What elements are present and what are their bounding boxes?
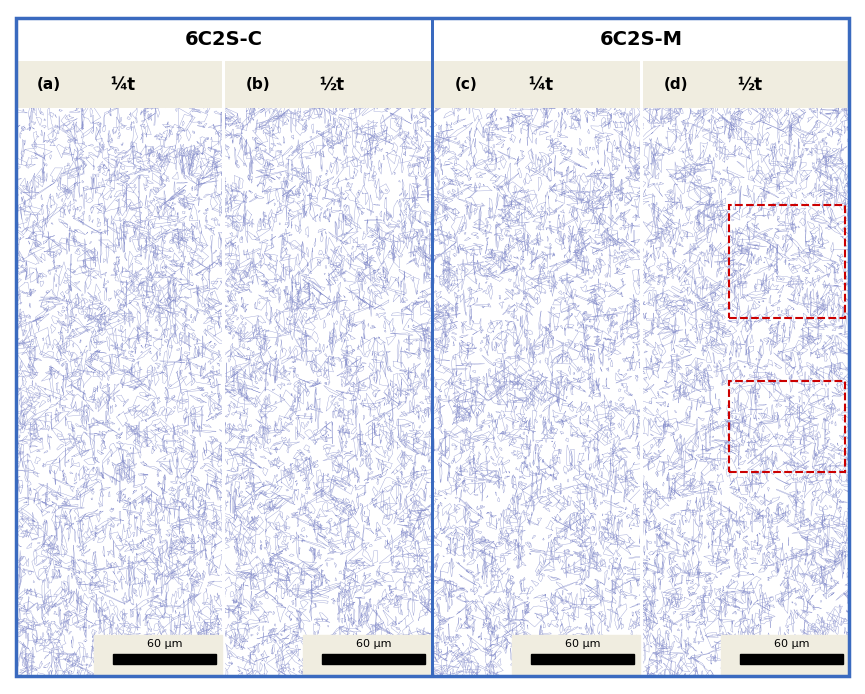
Text: 60 μm: 60 μm [774,639,810,650]
Bar [512,635,640,676]
Text: 60 μm: 60 μm [147,639,183,650]
Text: 6C2S-C: 6C2S-C [184,30,262,49]
Text: ¼t: ¼t [529,76,554,94]
Text: ¼t: ¼t [111,76,136,94]
Text: 6C2S-M: 6C2S-M [600,30,683,49]
Bar [322,654,426,664]
Bar [531,654,634,664]
Bar [94,635,222,676]
Bar [721,635,849,676]
Bar [729,205,845,319]
Text: 60 μm: 60 μm [356,639,391,650]
Text: (b): (b) [246,77,270,92]
Text: (c): (c) [454,77,477,92]
Text: (d): (d) [663,77,688,92]
Bar [112,654,216,664]
Bar [740,654,843,664]
Bar [729,381,845,472]
Text: (a): (a) [36,77,61,92]
Bar [303,635,432,676]
Text: 60 μm: 60 μm [565,639,600,650]
Text: ½t: ½t [319,76,344,94]
Text: ½t: ½t [738,76,763,94]
